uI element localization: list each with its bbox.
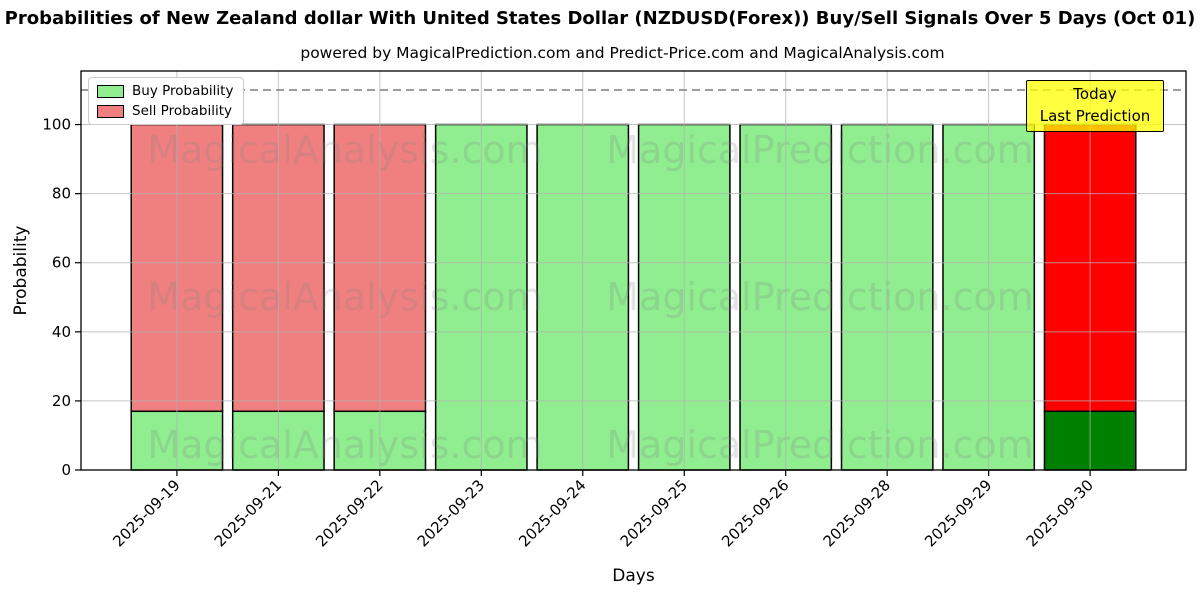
x-tick-label: 2025-09-30 xyxy=(1023,476,1097,550)
legend-item-buy: Buy Probability xyxy=(97,83,233,99)
today-annotation-line2: Last Prediction xyxy=(1039,106,1151,125)
x-tick-label: 2025-09-22 xyxy=(312,476,386,550)
x-tick-label: 2025-09-29 xyxy=(921,476,995,550)
x-tick-label: 2025-09-23 xyxy=(414,476,488,550)
watermark-left-row3: MagicalAnalysis.com xyxy=(147,423,542,467)
x-tick-label: 2025-09-24 xyxy=(515,476,589,550)
y-tick-label: 0 xyxy=(61,461,71,479)
y-tick-label: 40 xyxy=(52,323,71,341)
legend: Buy Probability Sell Probability xyxy=(88,77,245,125)
sell-probability-swatch-icon xyxy=(97,104,124,118)
y-tick-label: 60 xyxy=(52,254,71,272)
x-axis-label: Days xyxy=(612,566,655,586)
watermark-right-row1: MagicalPrediction.com xyxy=(606,128,1034,172)
today-annotation-line1: Today xyxy=(1073,85,1117,103)
y-tick-label: 100 xyxy=(42,116,71,134)
y-axis-label: Probability xyxy=(11,226,31,316)
watermark-left-row1: MagicalAnalysis.com xyxy=(147,128,542,172)
watermark-right-row3: MagicalPrediction.com xyxy=(606,423,1034,467)
legend-label-buy: Buy Probability xyxy=(132,83,234,99)
today-annotation: Today Last Prediction xyxy=(1026,80,1164,132)
x-tick-label: 2025-09-25 xyxy=(617,476,691,550)
x-tick-label: 2025-09-21 xyxy=(211,476,285,550)
y-tick-label: 20 xyxy=(52,392,71,410)
y-tick-label: 80 xyxy=(52,185,71,203)
legend-item-sell: Sell Probability xyxy=(97,103,233,119)
legend-label-sell: Sell Probability xyxy=(132,103,233,119)
watermark-left-row2: MagicalAnalysis.com xyxy=(147,275,542,319)
watermark-right-row2: MagicalPrediction.com xyxy=(606,275,1034,319)
chart-title: Probabilities of New Zealand dollar With… xyxy=(4,8,1196,29)
x-tick-label: 2025-09-26 xyxy=(718,476,792,550)
x-tick-label: 2025-09-28 xyxy=(820,476,894,550)
buy-probability-swatch-icon xyxy=(97,84,124,98)
x-tick-label: 2025-09-19 xyxy=(109,476,183,550)
plot-border xyxy=(80,70,1187,471)
chart-subtitle: powered by MagicalPrediction.com and Pre… xyxy=(300,44,945,62)
